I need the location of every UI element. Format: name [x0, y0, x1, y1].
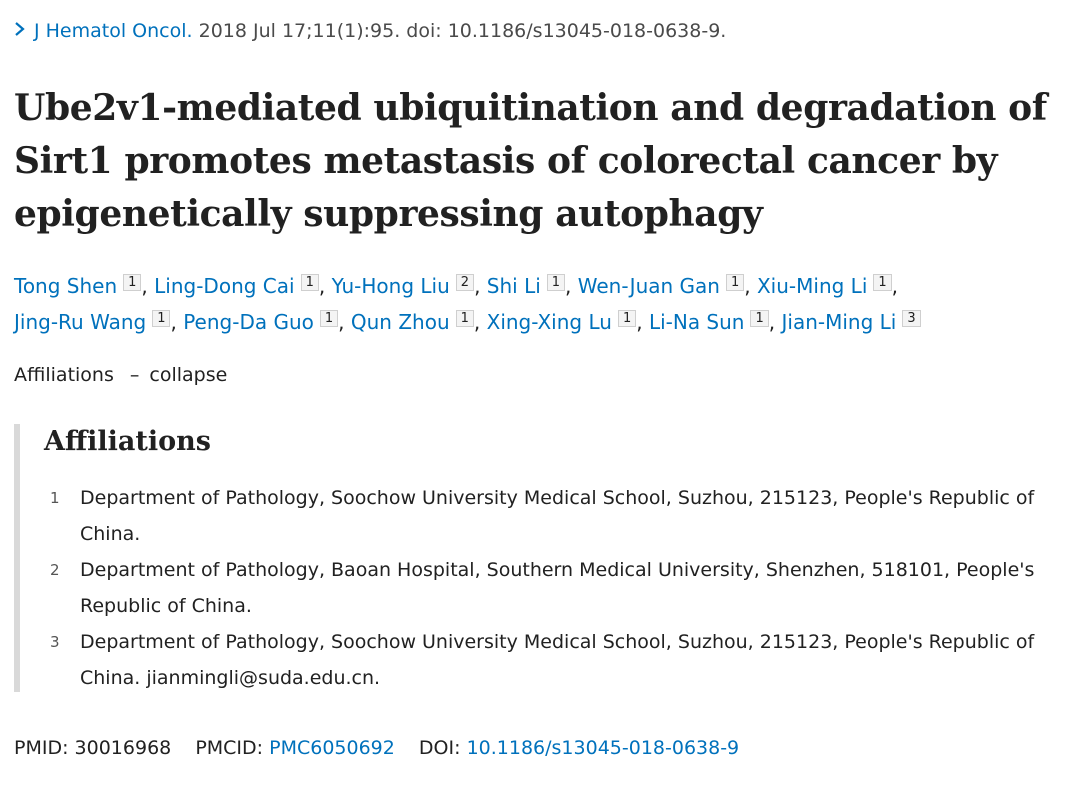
affiliation-superscript[interactable]: 1 — [300, 274, 319, 291]
affiliation-item: 1 Department of Pathology, Soochow Unive… — [50, 480, 1050, 552]
author-separator: , — [636, 310, 643, 334]
doi-label: DOI: — [418, 737, 461, 759]
author-separator: , — [565, 274, 572, 298]
affiliation-number: 1 — [50, 489, 60, 507]
affiliation-superscript[interactable]: 1 — [455, 310, 474, 327]
pmid-label: PMID: — [14, 737, 69, 759]
author-name-link[interactable]: Li-Na Sun — [648, 310, 745, 334]
author-item: Qun Zhou 1, — [351, 310, 480, 334]
journal-link[interactable]: J Hematol Oncol. — [34, 20, 193, 42]
author-item: Peng-Da Guo 1, — [183, 310, 345, 334]
author-separator: , — [744, 274, 751, 298]
affiliation-number: 2 — [50, 561, 60, 579]
author-item: Yu-Hong Liu 2, — [331, 274, 481, 298]
affiliation-superscript[interactable]: 1 — [617, 310, 637, 327]
affiliation-item: 2 Department of Pathology, Baoan Hospita… — [50, 552, 1050, 624]
author-separator: , — [768, 310, 776, 334]
affiliations-heading: Affiliations — [44, 426, 211, 457]
author-name-link[interactable]: Shi Li — [486, 274, 541, 298]
affiliation-text: Department of Pathology, Baoan Hospital,… — [80, 559, 1035, 617]
pmid-value: 30016968 — [74, 737, 172, 759]
article-title: Ube2v1-mediated ubiquitination and degra… — [14, 87, 1047, 235]
affiliation-text: Department of Pathology, Soochow Univers… — [80, 487, 1035, 545]
citation-line: J Hematol Oncol. 2018 Jul 17;11(1):95. d… — [14, 20, 726, 42]
affiliations-toggle-label: Affiliations — [14, 364, 114, 386]
author-name-link[interactable]: Peng-Da Guo — [183, 310, 314, 334]
collapse-dash-icon: – — [129, 364, 140, 386]
chevron-right-icon[interactable] — [14, 20, 34, 42]
author-separator: , — [170, 310, 177, 334]
author-item: Tong Shen 1, — [14, 274, 148, 298]
author-separator: , — [338, 310, 345, 334]
author-item: Jian-Ming Li 3 — [781, 310, 921, 334]
article-identifiers: PMID: 30016968 PMCID: PMC6050692 DOI: 10… — [14, 737, 739, 759]
affiliation-superscript[interactable]: 1 — [319, 310, 339, 327]
author-item: Wen-Juan Gan 1, — [578, 274, 751, 298]
affiliation-number: 3 — [50, 633, 60, 651]
author-item: Jing-Ru Wang 1, — [14, 310, 177, 334]
author-item: Ling-Dong Cai 1, — [154, 274, 325, 298]
authors-list: Tong Shen 1, Ling-Dong Cai 1, Yu-Hong Liu 2… — [14, 268, 1064, 340]
doi-link[interactable]: 10.1186/s13045-018-0638-9 — [466, 737, 740, 759]
author-name-link[interactable]: Qun Zhou — [350, 310, 450, 334]
author-separator: , — [891, 274, 899, 298]
affiliations-list: 1 Department of Pathology, Soochow Unive… — [50, 480, 1050, 696]
affiliation-superscript[interactable]: 1 — [750, 310, 769, 327]
author-name-link[interactable]: Tong Shen — [14, 274, 118, 298]
author-item: Xing-Xing Lu 1, — [487, 310, 643, 334]
affiliation-superscript[interactable]: 1 — [873, 274, 892, 291]
author-name-link[interactable]: Jian-Ming Li — [781, 310, 897, 334]
author-name-link[interactable]: Jing-Ru Wang — [14, 310, 147, 334]
affiliations-toggle[interactable]: Affiliations – collapse — [14, 364, 227, 386]
affiliation-superscript[interactable]: 1 — [725, 274, 745, 291]
affiliations-panel: Affiliations 1 Department of Pathology, … — [14, 424, 1060, 692]
pmcid-link[interactable]: PMC6050692 — [269, 737, 395, 759]
author-item: Shi Li 1, — [486, 274, 572, 298]
affiliation-superscript[interactable]: 3 — [902, 310, 921, 327]
author-name-link[interactable]: Ling-Dong Cai — [154, 274, 295, 298]
author-separator: , — [473, 310, 481, 334]
author-name-link[interactable]: Xing-Xing Lu — [486, 310, 612, 334]
affiliation-superscript[interactable]: 1 — [123, 274, 142, 291]
author-name-link[interactable]: Wen-Juan Gan — [577, 274, 720, 298]
author-separator: , — [141, 274, 148, 298]
author-name-link[interactable]: Xiu-Ming Li — [756, 274, 868, 298]
affiliation-superscript[interactable]: 2 — [455, 274, 475, 291]
affiliation-text: Department of Pathology, Soochow Univers… — [80, 631, 1035, 689]
author-separator: , — [318, 274, 326, 298]
affiliation-superscript[interactable]: 1 — [546, 274, 566, 291]
pmcid-label: PMCID: — [195, 737, 264, 759]
author-separator: , — [474, 274, 481, 298]
author-item: Xiu-Ming Li 1, — [757, 274, 898, 298]
author-item: Li-Na Sun 1, — [649, 310, 775, 334]
affiliation-item: 3 Department of Pathology, Soochow Unive… — [50, 624, 1050, 696]
author-name-link[interactable]: Yu-Hong Liu — [331, 274, 450, 298]
collapse-label[interactable]: collapse — [149, 364, 228, 386]
affiliation-superscript[interactable]: 1 — [152, 310, 171, 327]
citation-details: 2018 Jul 17;11(1):95. doi: 10.1186/s1304… — [198, 20, 727, 42]
